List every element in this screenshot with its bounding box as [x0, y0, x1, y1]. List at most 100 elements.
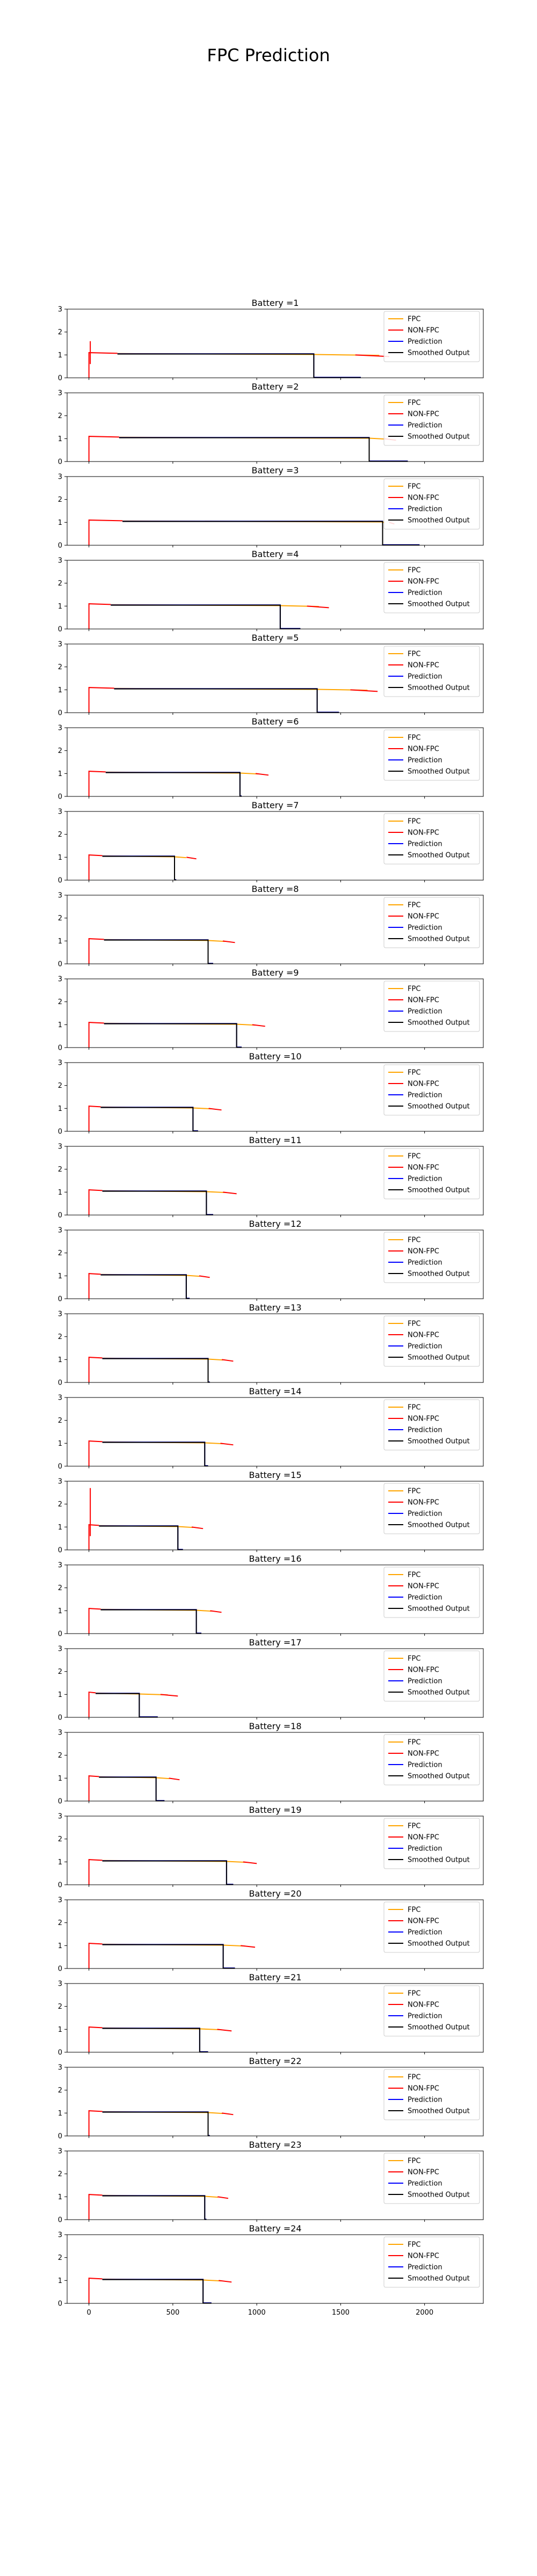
prediction-line: [102, 1944, 235, 1969]
legend-label: NON-FPC: [408, 2252, 439, 2260]
y-tick-label: 2: [58, 1082, 62, 1090]
subplot-title: Battery =3: [252, 465, 299, 475]
x-tick-label: 1000: [248, 2309, 266, 2317]
legend-label: NON-FPC: [408, 1331, 439, 1340]
legend-label: Prediction: [408, 1092, 442, 1100]
subplot-battery-23: Battery =23 0 1 2 3 FPC NON-FPC Prediction Smoot…: [58, 2140, 484, 2224]
legend-box: [383, 1064, 480, 1116]
legend-label: Prediction: [408, 1845, 442, 1853]
legend-label: Smoothed Output: [408, 768, 470, 776]
y-tick-label: 0: [58, 709, 62, 718]
prediction-line: [105, 772, 242, 797]
subplot-title: Battery =1: [252, 298, 299, 308]
legend-label: Smoothed Output: [408, 1187, 470, 1195]
legend-box: [383, 1650, 480, 1702]
legend-box: [383, 980, 480, 1032]
y-tick-label: 0: [58, 1379, 62, 1387]
axes-frame: [67, 1648, 484, 1718]
y-tick-label: 3: [58, 1059, 62, 1067]
legend-label: FPC: [408, 818, 420, 826]
legend-label: Prediction: [408, 1343, 442, 1351]
smoothed-output-line: [119, 437, 408, 462]
legend-label: Prediction: [408, 924, 442, 932]
y-tick-label: 3: [58, 1897, 62, 1905]
x-tick-label: 500: [166, 2309, 179, 2317]
legend-label: FPC: [408, 1571, 420, 1579]
legend-label: FPC: [408, 2074, 420, 2082]
nonfpc-line-start: [88, 2026, 103, 2052]
y-tick-label: 2: [58, 1249, 62, 1257]
prediction-line: [96, 1693, 158, 1718]
figure-title: FPC Prediction: [207, 45, 330, 65]
subplot-title: Battery =4: [252, 549, 299, 559]
nonfpc-line-start: [88, 2110, 103, 2136]
nonfpc-line-end: [169, 1777, 180, 1781]
y-tick-label: 0: [58, 375, 62, 383]
axes-frame: [67, 560, 484, 630]
nonfpc-line-end: [217, 2196, 229, 2199]
prediction-line: [102, 2028, 208, 2053]
legend-label: NON-FPC: [408, 327, 439, 335]
legend-label: FPC: [408, 1655, 420, 1663]
nonfpc-line-start: [88, 1524, 99, 1550]
axes-frame: [67, 476, 484, 546]
y-tick-label: 1: [58, 1021, 62, 1029]
prediction-line: [102, 1358, 210, 1383]
legend-label: Smoothed Output: [408, 1773, 470, 1781]
subplot-battery-22: Battery =22 0 1 2 3 FPC NON-FPC Prediction Smoot…: [58, 2056, 484, 2141]
nonfpc-line-end: [222, 1359, 234, 1362]
legend-box: [383, 1818, 480, 1869]
y-tick-label: 0: [58, 877, 62, 885]
y-tick-label: 0: [58, 1463, 62, 1471]
subplot-battery-19: Battery =19 0 1 2 3 FPC NON-FPC Prediction Smoot…: [58, 1805, 484, 1890]
subplot-title: Battery =7: [252, 800, 299, 810]
legend-label: NON-FPC: [408, 1583, 439, 1591]
axes-frame: [67, 1313, 484, 1383]
prediction-line: [102, 1441, 208, 1467]
axes-frame: [67, 895, 484, 964]
subplot-title: Battery =10: [249, 1051, 301, 1062]
axes-frame: [67, 2067, 484, 2136]
legend-label: FPC: [408, 985, 420, 993]
subplot-battery-3: Battery =3 0 1 2 3 FPC NON-FPC Prediction Smooth…: [58, 465, 484, 550]
y-tick-label: 3: [58, 724, 62, 733]
subplot-battery-16: Battery =16 0 1 2 3 FPC NON-FPC Prediction Smoot…: [58, 1554, 484, 1638]
prediction-line: [102, 2195, 207, 2220]
y-tick-label: 3: [58, 2148, 62, 2156]
prediction-line: [100, 1609, 201, 1634]
y-tick-label: 2: [58, 663, 62, 671]
axes-frame: [67, 1481, 484, 1550]
nonfpc-line-start: [88, 771, 106, 796]
nonfpc-line-start: [88, 352, 118, 378]
y-tick-label: 0: [58, 1044, 62, 1052]
legend-label: FPC: [408, 483, 420, 491]
smoothed-output-line: [102, 2111, 210, 2136]
nonfpc-line-end: [219, 2280, 232, 2283]
y-tick-label: 3: [58, 306, 62, 314]
y-tick-label: 1: [58, 2026, 62, 2034]
y-tick-label: 0: [58, 961, 62, 969]
y-tick-label: 1: [58, 352, 62, 360]
y-tick-label: 1: [58, 2193, 62, 2201]
y-tick-label: 3: [58, 892, 62, 900]
y-tick-label: 0: [58, 1882, 62, 1890]
nonfpc-line-start: [88, 1775, 99, 1801]
legend-label: FPC: [408, 1404, 420, 1412]
subplot-title: Battery =23: [249, 2140, 301, 2150]
legend-label: Prediction: [408, 1259, 442, 1267]
prediction-line: [99, 1776, 165, 1802]
legend-label: NON-FPC: [408, 1164, 439, 1172]
nonfpc-line-start: [88, 519, 123, 545]
legend-label: FPC: [408, 316, 420, 324]
subplot-title: Battery =9: [252, 968, 299, 978]
y-tick-label: 2: [58, 2170, 62, 2178]
y-tick-label: 2: [58, 2254, 62, 2262]
legend-label: Smoothed Output: [408, 2275, 470, 2283]
subplot-title: Battery =6: [252, 716, 299, 727]
legend-label: NON-FPC: [408, 1415, 439, 1423]
smoothed-output-line: [102, 2195, 207, 2220]
y-tick-label: 0: [58, 1212, 62, 1220]
axes-frame: [67, 1983, 484, 2053]
subplot-title: Battery =8: [252, 884, 299, 894]
y-tick-label: 2: [58, 2003, 62, 2011]
